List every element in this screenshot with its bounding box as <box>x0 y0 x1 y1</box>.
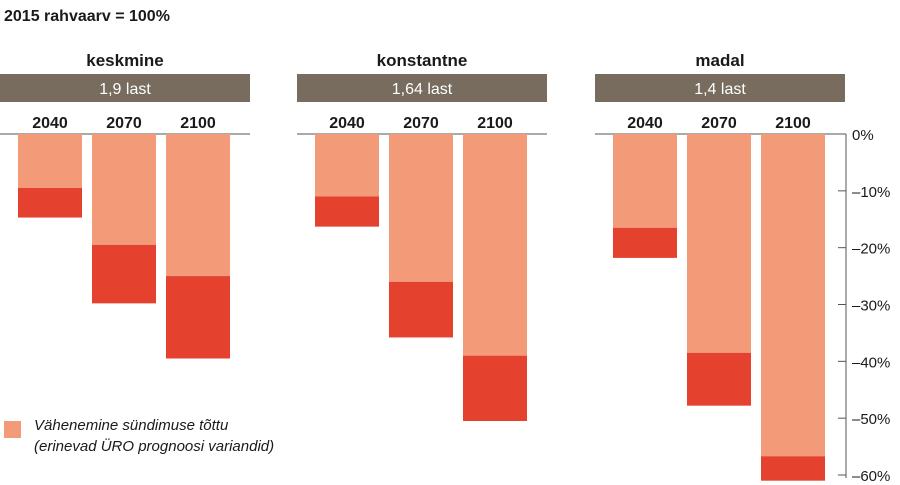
category-label: 2070 <box>701 115 737 132</box>
panel-title: konstantne <box>377 51 468 70</box>
category-label: 2040 <box>627 115 663 132</box>
panel-fertility-label: 1,64 last <box>392 81 453 98</box>
category-label: 2040 <box>329 115 365 132</box>
bar-light <box>761 134 825 457</box>
bar-dark <box>613 227 677 258</box>
y-tick-label: –10% <box>852 184 890 201</box>
bar-dark <box>761 456 825 481</box>
y-tick-label: –60% <box>852 468 890 485</box>
bar-light <box>166 134 230 277</box>
y-tick-label: 0% <box>852 127 874 144</box>
bar-light <box>389 134 453 282</box>
bar-light <box>463 134 527 356</box>
bar-light <box>92 134 156 245</box>
panel-title: keskmine <box>86 51 164 70</box>
bar-dark <box>687 352 751 406</box>
category-label: 2070 <box>403 115 439 132</box>
bar-light <box>18 134 82 188</box>
category-label: 2040 <box>32 115 68 132</box>
y-tick-label: –50% <box>852 411 890 428</box>
category-label: 2070 <box>106 115 142 132</box>
panel-header-bar <box>297 74 547 102</box>
bar-dark <box>389 281 453 338</box>
legend-swatch <box>4 421 21 438</box>
y-tick-label: –20% <box>852 241 890 258</box>
category-label: 2100 <box>775 115 811 132</box>
panel-header-bar <box>0 74 250 102</box>
panel-title: madal <box>695 51 744 70</box>
category-label: 2100 <box>477 115 513 132</box>
legend-line-2: (erinevad ÜRO prognoosi variandid) <box>34 438 275 455</box>
panel-fertility-label: 1,4 last <box>694 81 746 98</box>
bar-light <box>687 134 751 353</box>
y-tick-label: –40% <box>852 354 890 371</box>
category-label: 2100 <box>180 115 216 132</box>
y-tick-label: –30% <box>852 298 890 315</box>
bar-dark <box>166 276 230 359</box>
panel-fertility-label: 1,9 last <box>99 81 151 98</box>
bar-dark <box>315 196 379 227</box>
bar-light <box>315 134 379 197</box>
chart-subtitle: 2015 rahvaarv = 100% <box>4 8 170 25</box>
panel-header-bar <box>595 74 845 102</box>
legend-text: Vähenemine sündimuse tõttu (erinevad ÜRO… <box>34 415 354 457</box>
legend-line-1: Vähenemine sündimuse tõttu <box>34 417 229 434</box>
bar-dark <box>463 355 527 422</box>
bar-dark <box>92 244 156 304</box>
bar-dark <box>18 187 82 218</box>
bar-light <box>613 134 677 228</box>
